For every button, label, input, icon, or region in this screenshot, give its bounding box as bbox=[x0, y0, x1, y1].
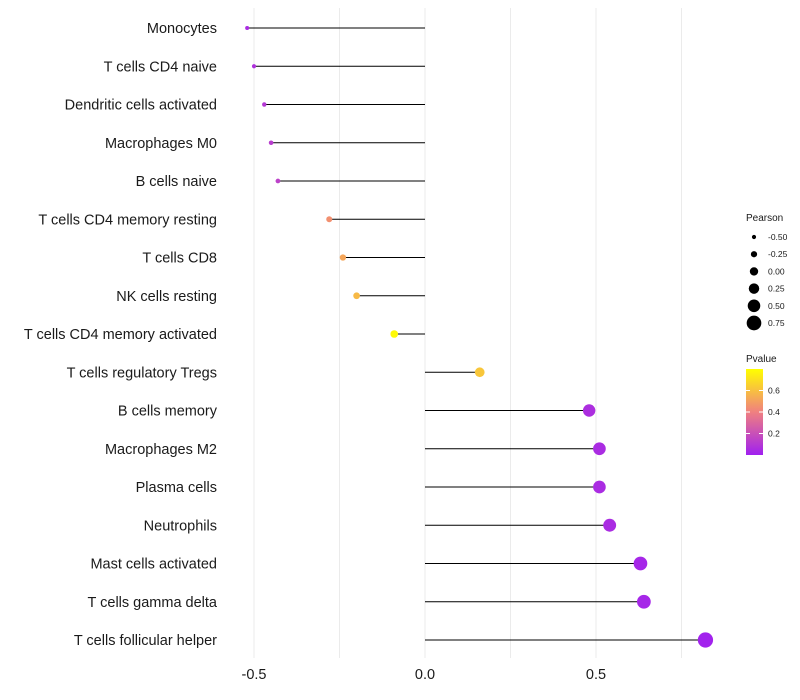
category-label: Mast cells activated bbox=[90, 557, 217, 573]
size-legend-dot bbox=[750, 251, 758, 258]
size-legend-label: -0.25 bbox=[768, 249, 788, 259]
category-label: T cells regulatory Tregs bbox=[67, 365, 217, 381]
category-label: Dendritic cells activated bbox=[65, 98, 217, 114]
category-label: NK cells resting bbox=[116, 289, 217, 305]
lollipop-point bbox=[275, 178, 281, 184]
pvalue-color-legend: Pvalue 0.2 0.4 0.6 bbox=[746, 354, 780, 455]
pearson-legend-title: Pearson bbox=[746, 213, 783, 224]
category-label: B cells memory bbox=[118, 404, 218, 420]
x-tick-label: 0.5 bbox=[586, 667, 606, 683]
category-label: Neutrophils bbox=[144, 518, 217, 534]
lollipop-point bbox=[633, 556, 648, 571]
size-legend-dot bbox=[748, 283, 760, 294]
size-legend-label: 0.50 bbox=[768, 301, 785, 311]
colorbar-tick-label: 0.2 bbox=[768, 429, 780, 439]
x-tick-label: 0.0 bbox=[415, 667, 435, 683]
lollipop-point bbox=[245, 26, 250, 30]
x-tick-label: -0.5 bbox=[242, 667, 267, 683]
category-labels: Monocytes T cells CD4 naive Dendritic cell… bbox=[24, 21, 218, 649]
lollipop-point bbox=[474, 367, 485, 378]
category-label: T cells CD4 naive bbox=[104, 59, 217, 75]
size-legend-dot bbox=[749, 267, 759, 276]
x-axis-tick-labels: -0.5 0.0 0.5 bbox=[242, 667, 607, 683]
lollipop-point bbox=[390, 330, 399, 338]
category-label: T cells CD4 memory activated bbox=[24, 327, 217, 343]
lollipop-point bbox=[326, 216, 333, 223]
size-legend-label: -0.50 bbox=[768, 232, 788, 242]
pvalue-colorbar bbox=[746, 369, 763, 455]
lollipop-point bbox=[593, 442, 606, 456]
lollipop-point bbox=[268, 140, 274, 146]
lollipop-point bbox=[603, 518, 617, 532]
colorbar-tick-label: 0.6 bbox=[768, 386, 780, 396]
lollipop-point bbox=[582, 404, 596, 417]
grid-lines bbox=[253, 8, 682, 658]
lollipop-point bbox=[339, 254, 347, 261]
size-legend-dot bbox=[746, 315, 762, 331]
size-legend-dot bbox=[747, 299, 761, 313]
lollipop-stems bbox=[247, 27, 706, 641]
lollipop-point bbox=[353, 292, 360, 300]
category-label: T cells CD8 bbox=[142, 251, 217, 267]
size-legend-label: 0.75 bbox=[768, 318, 785, 328]
pvalue-legend-title: Pvalue bbox=[746, 354, 777, 365]
pearson-size-legend: Pearson -0.50 -0.25 0.00 0.25 0.50 0.75 bbox=[746, 213, 788, 331]
category-label: T cells follicular helper bbox=[74, 633, 217, 649]
category-label: Plasma cells bbox=[136, 480, 217, 496]
category-label: T cells gamma delta bbox=[88, 595, 218, 611]
lollipop-point bbox=[593, 480, 606, 494]
category-label: B cells naive bbox=[136, 174, 217, 190]
category-label: Macrophages M0 bbox=[105, 136, 217, 152]
colorbar-tick-label: 0.4 bbox=[768, 407, 780, 417]
lollipop-point bbox=[697, 632, 714, 648]
size-legend-label: 0.25 bbox=[768, 284, 785, 294]
category-label: Macrophages M2 bbox=[105, 442, 217, 458]
category-label: Monocytes bbox=[147, 21, 217, 37]
lollipop-point bbox=[262, 102, 267, 107]
size-legend-label: 0.00 bbox=[768, 266, 785, 276]
lollipop-point bbox=[637, 594, 651, 609]
category-label: T cells CD4 memory resting bbox=[38, 212, 217, 228]
size-legend-dot bbox=[751, 234, 757, 240]
lollipop-points bbox=[245, 26, 714, 648]
lollipop-point bbox=[251, 64, 257, 69]
